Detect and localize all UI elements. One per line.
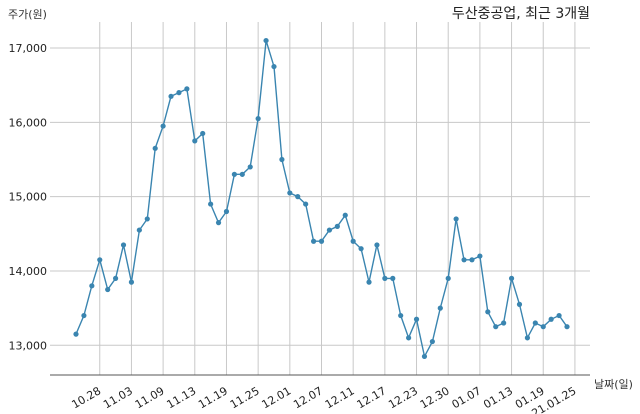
- data-point: [532, 320, 538, 326]
- data-point: [382, 275, 388, 281]
- data-point: [192, 138, 198, 144]
- data-points: [73, 37, 570, 360]
- x-tick-label: 12.30: [418, 384, 452, 411]
- data-point: [81, 312, 87, 319]
- x-tick-label: 01.13: [481, 384, 515, 411]
- data-point: [255, 116, 261, 122]
- data-point: [413, 316, 420, 322]
- data-point: [508, 275, 515, 281]
- data-point: [453, 216, 459, 222]
- data-point: [445, 275, 451, 281]
- data-point: [73, 331, 79, 337]
- data-point: [429, 338, 435, 345]
- data-point: [334, 223, 340, 229]
- data-point: [477, 253, 483, 259]
- data-point: [295, 194, 301, 200]
- x-axis-title: 날짜(일): [594, 377, 633, 391]
- x-tick-label: 11.09: [133, 384, 167, 411]
- data-point: [200, 130, 206, 137]
- data-point: [176, 90, 182, 96]
- data-point: [208, 201, 214, 207]
- x-tick-label: 12.23: [386, 384, 420, 411]
- x-gridlines: [99, 22, 576, 375]
- data-point: [184, 86, 190, 92]
- data-point: [366, 279, 372, 285]
- data-point: [310, 238, 317, 244]
- data-point: [263, 37, 269, 44]
- data-point: [247, 164, 253, 170]
- x-tick-label: 11.25: [228, 384, 262, 411]
- data-point: [358, 246, 364, 252]
- data-point: [342, 212, 348, 218]
- data-point: [120, 242, 127, 248]
- x-tick-labels: 10.2811.0311.0911.1311.1911.2512.0112.07…: [69, 384, 578, 414]
- data-point: [223, 208, 230, 215]
- data-point: [390, 275, 396, 281]
- data-point: [501, 320, 507, 326]
- data-point: [303, 201, 309, 207]
- data-point: [485, 309, 491, 315]
- data-point: [152, 145, 158, 151]
- data-point: [160, 123, 166, 129]
- x-tick-label: 10.28: [69, 384, 103, 411]
- data-point: [144, 216, 150, 222]
- data-point: [136, 227, 142, 233]
- data-point: [318, 238, 325, 244]
- data-point: [231, 171, 237, 177]
- data-point: [97, 257, 103, 263]
- data-point: [350, 238, 356, 244]
- x-tick-label: 11.13: [165, 384, 199, 411]
- data-point: [105, 286, 111, 293]
- data-point: [516, 301, 523, 307]
- data-point: [461, 257, 467, 263]
- y-tick-label: 15,000: [9, 191, 48, 204]
- y-tick-label: 16,000: [9, 116, 48, 129]
- data-point: [540, 324, 546, 330]
- data-point: [469, 257, 475, 263]
- data-point: [564, 324, 570, 330]
- data-point: [406, 335, 412, 341]
- y-tick-label: 14,000: [9, 265, 48, 278]
- x-tick-label: 12.01: [260, 384, 294, 411]
- data-point: [128, 279, 135, 285]
- data-point: [168, 93, 174, 99]
- data-point: [493, 324, 499, 330]
- data-point: [374, 242, 380, 248]
- data-point: [398, 312, 404, 319]
- x-tick-label: 12.17: [355, 384, 389, 411]
- data-point: [89, 283, 95, 289]
- data-point: [239, 171, 245, 177]
- x-tick-label: 11.03: [101, 384, 135, 411]
- data-point: [421, 353, 428, 360]
- data-point: [215, 220, 222, 226]
- y-axis-title: 주가(원): [8, 8, 47, 21]
- x-tick-label: 12.07: [291, 384, 325, 411]
- data-point: [271, 63, 277, 70]
- data-point: [279, 156, 285, 163]
- data-point: [548, 316, 554, 322]
- data-point: [556, 312, 562, 319]
- y-tick-label: 13,000: [9, 339, 48, 352]
- chart-title: 두산중공업, 최근 3개월: [452, 6, 590, 22]
- y-tick-labels: 13,000 14,000 15,000 16,000 17,000: [9, 42, 48, 352]
- x-tick-label: 01.07: [450, 384, 484, 411]
- y-tick-label: 17,000: [9, 42, 48, 55]
- x-tick-label: 11.19: [196, 384, 230, 411]
- data-point: [112, 275, 119, 281]
- data-point: [437, 305, 443, 311]
- y-gridlines: [50, 47, 590, 346]
- data-point: [524, 335, 531, 341]
- x-tick-label: 12.11: [323, 384, 357, 411]
- data-point: [287, 190, 293, 196]
- data-point: [326, 227, 333, 233]
